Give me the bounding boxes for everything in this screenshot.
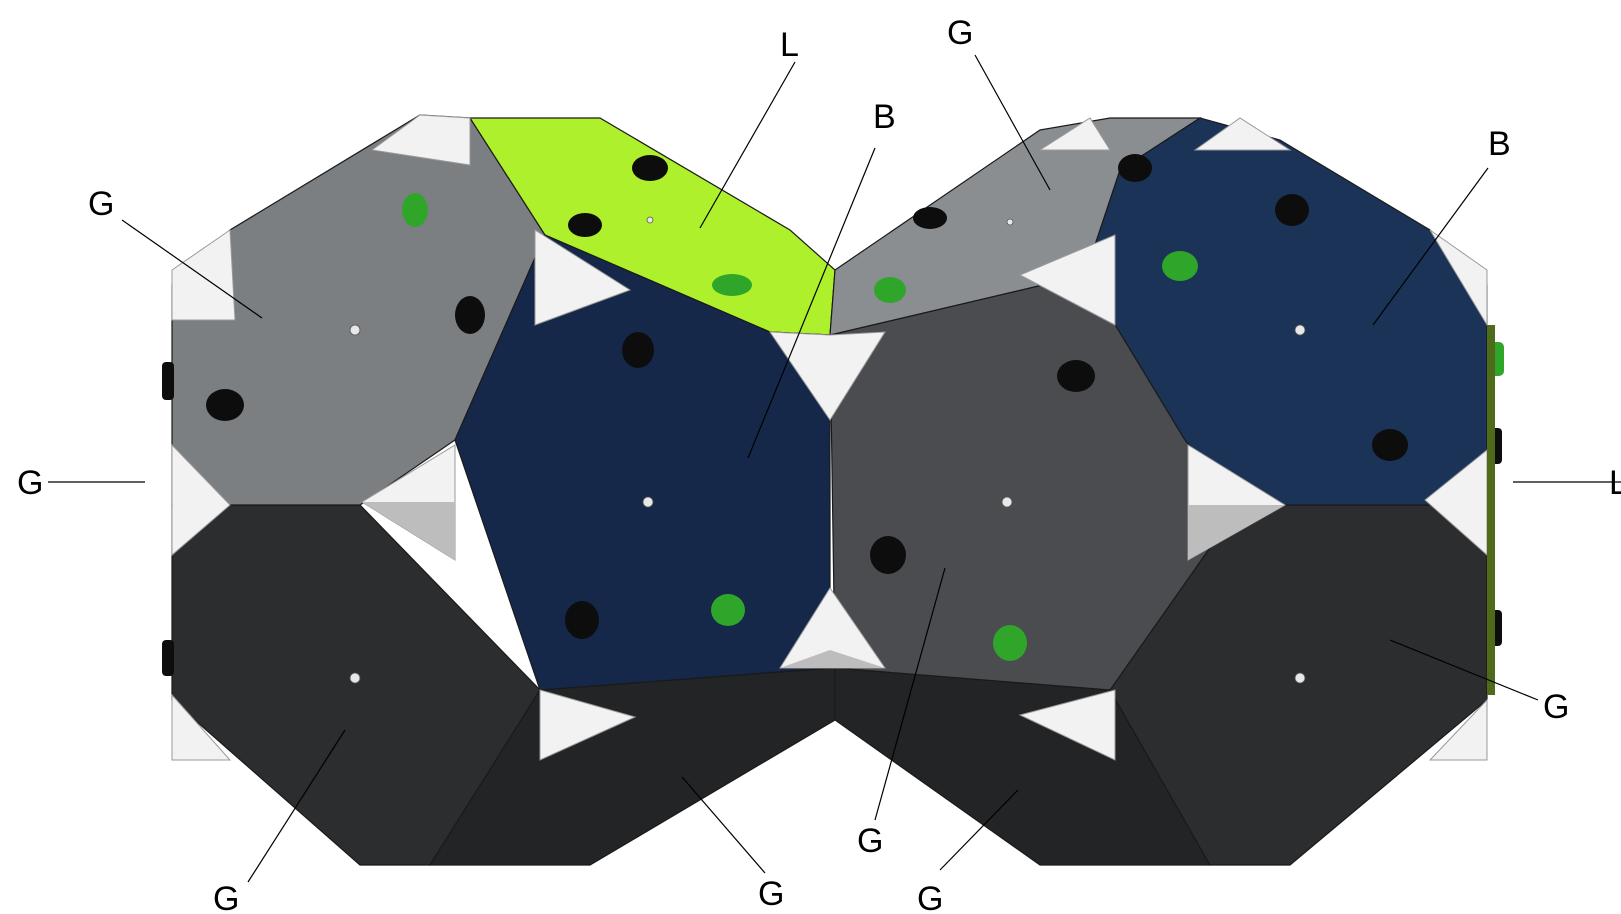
hold-black: [1118, 154, 1152, 182]
callout-grey-bottom-center: G: [857, 822, 883, 860]
bracket: [1038, 117, 1111, 151]
wall-panels: [171, 114, 1488, 866]
hold-black: [206, 389, 244, 421]
center-hole: [1294, 672, 1306, 684]
leader-line: [874, 567, 946, 821]
center-holes: [349, 216, 1306, 684]
center-hole: [1294, 324, 1306, 336]
leader-line: [121, 219, 263, 319]
callout-grey-upper-left: G: [88, 185, 114, 223]
leader-line: [247, 729, 346, 883]
callout-right-edge: L: [1609, 464, 1621, 502]
leader-line: [747, 147, 876, 459]
callout-grey-bottom-left: G: [213, 880, 239, 914]
hold-black: [632, 155, 668, 181]
corner-brackets: [171, 114, 1488, 761]
hold-green: [712, 274, 752, 296]
hold-green: [711, 594, 745, 626]
callout-grey-lower-right: G: [1543, 688, 1569, 726]
callout-labels: L B G B G G L G G G G G: [17, 14, 1621, 914]
leader-line: [939, 789, 1019, 871]
center-hole: [1006, 218, 1014, 226]
leader-line: [699, 61, 796, 229]
bracket: [171, 693, 232, 761]
hold-black: [870, 536, 906, 574]
center-hole: [646, 216, 654, 224]
bracket: [1429, 229, 1488, 327]
bracket: [1193, 117, 1292, 151]
bracket: [539, 689, 637, 761]
hold-black: [1372, 429, 1408, 461]
center-hole: [349, 672, 361, 684]
leader-line: [974, 54, 1051, 191]
hold-black: [622, 332, 654, 368]
bracket: [534, 229, 632, 326]
bracket: [1018, 689, 1116, 761]
hold-green: [1162, 251, 1198, 281]
center-hole: [1001, 496, 1013, 508]
bracket-shade: [1188, 505, 1285, 560]
callout-blue-center: B: [873, 98, 896, 136]
bracket: [171, 229, 236, 321]
hold-black-edge: [162, 640, 174, 676]
bracket: [1018, 234, 1116, 326]
hold-green: [993, 625, 1027, 661]
bracket: [370, 114, 471, 166]
hold-black-edge: [162, 362, 174, 400]
hold-green: [402, 193, 428, 227]
hold-green: [874, 277, 906, 303]
right-edge-strip: [1487, 325, 1495, 695]
bracket-shade: [362, 502, 455, 560]
callout-grey-bottom-mid: G: [758, 875, 784, 913]
hold-black: [568, 213, 602, 237]
hold-black: [913, 207, 947, 229]
leader-lines: [48, 54, 1621, 883]
bracket: [769, 331, 886, 421]
bracket: [171, 443, 231, 557]
callout-grey-bottom-right: G: [917, 880, 943, 914]
center-hole: [349, 324, 361, 336]
hold-black: [1057, 360, 1095, 392]
hold-black: [455, 296, 485, 334]
bracket: [1428, 698, 1488, 761]
callout-grey-left-edge: G: [17, 464, 43, 502]
leader-line: [1372, 167, 1489, 326]
leader-line: [681, 776, 766, 874]
holds: [162, 154, 1504, 695]
bracket-shade: [780, 650, 885, 668]
callout-grey-top-right: G: [947, 14, 973, 52]
callout-lime-top: L: [780, 26, 799, 64]
leader-line: [1389, 639, 1539, 701]
callout-blue-right: B: [1488, 125, 1511, 163]
hold-black: [1275, 194, 1309, 226]
center-hole: [642, 496, 654, 508]
hold-black: [565, 601, 599, 639]
